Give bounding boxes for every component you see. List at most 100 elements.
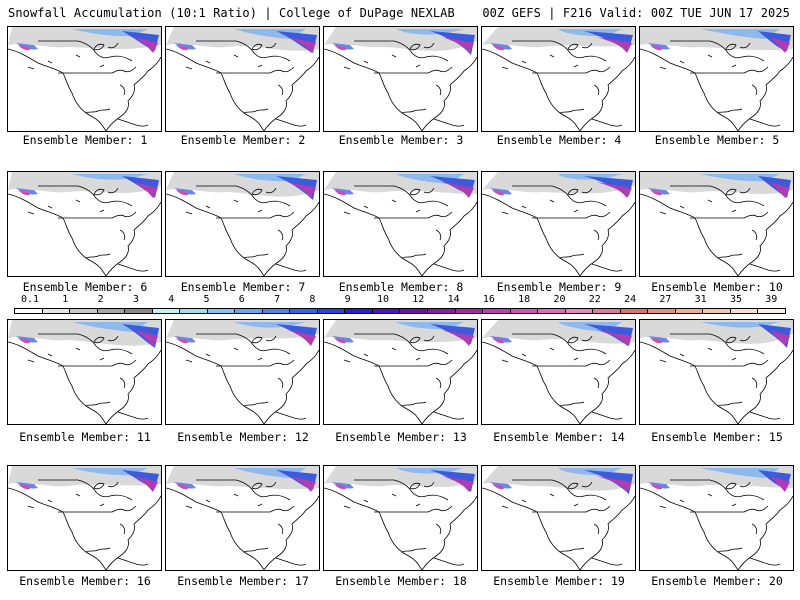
color-scale-label: 1 [62,294,69,305]
color-scale-label: 16 [482,294,495,305]
north-america-map [482,27,635,131]
color-scale-label: 5 [203,294,210,305]
color-scale-swatch [372,309,401,313]
coastlines-and-borders [8,479,161,570]
north-america-map [482,320,635,424]
north-america-map [640,27,793,131]
ensemble-member-map-17 [165,465,320,571]
color-scale-swatch [207,309,236,313]
ensemble-member-caption: Ensemble Member: 20 [651,574,783,588]
north-america-map [8,466,161,570]
ensemble-member-map-7 [165,171,320,277]
color-scale-swatch [648,309,676,313]
color-scale-swatch [290,309,318,313]
coastlines-and-borders [8,333,161,424]
snowfall-shading [8,466,161,492]
north-america-map [324,466,477,570]
color-scale-swatch [125,309,153,313]
ensemble-member-caption: Ensemble Member: 5 [654,133,780,147]
ensemble-member-caption: Ensemble Member: 17 [177,574,309,588]
coastlines-and-borders [8,40,161,131]
color-scale-labels: 0.1 1 2 3 4 5 6 7 8 9 10 12 14 16 18 20 22 24 27 31 35 39 [14,294,786,307]
snowfall-shading [324,320,477,346]
snowfall-shading [8,320,161,348]
color-scale-label: 8 [309,294,316,305]
ensemble-member-map-9 [481,171,636,277]
color-scale-label: 22 [588,294,601,305]
color-scale-label: 24 [624,294,637,305]
color-scale-label: 6 [238,294,245,305]
coastlines-and-borders [166,333,319,424]
coastlines-and-borders [640,40,793,131]
ensemble-member-caption: Ensemble Member: 16 [19,574,151,588]
ensemble-member-map-1 [7,26,162,132]
ensemble-member-map-18 [323,465,478,571]
color-scale-swatch [455,309,484,313]
snowfall-shading [8,172,161,198]
snowfall-shading [166,27,319,53]
coastlines-and-borders [482,479,635,570]
snowfall-shading [640,466,793,492]
ensemble-member-map-10 [639,171,794,277]
snowfall-shading [482,320,635,346]
color-scale-label: 39 [765,294,778,305]
ensemble-member-map-3 [323,26,478,132]
color-scale-swatch [565,309,594,313]
color-scale-swatch [483,309,511,313]
coastlines-and-borders [640,479,793,570]
ensemble-member-caption: Ensemble Member: 11 [19,430,151,444]
coastlines-and-borders [324,40,477,131]
ensemble-member-caption: Ensemble Member: 13 [335,430,467,444]
snowfall-shading [8,27,161,53]
north-america-map [640,466,793,570]
ensemble-member-map-13 [323,319,478,425]
ensemble-member-map-11 [7,319,162,425]
snowfall-shading [324,466,477,492]
coastlines-and-borders [166,479,319,570]
north-america-map [8,27,161,131]
color-scale-label: 14 [447,294,460,305]
coastlines-and-borders [482,185,635,276]
color-scale-label: 3 [132,294,139,305]
color-scale-label: 7 [274,294,281,305]
color-scale-swatch [675,309,704,313]
north-america-map [8,172,161,276]
color-scale-label: 9 [344,294,351,305]
north-america-map [8,320,161,424]
ensemble-member-caption: Ensemble Member: 3 [338,133,464,147]
coastlines-and-borders [640,185,793,276]
color-scale-swatch [70,309,98,313]
north-america-map [482,466,635,570]
model-valid-time: 00Z GEFS | F216 Valid: 00Z TUE JUN 17 20… [482,6,790,20]
color-scale-swatch [593,309,621,313]
color-scale-swatch [730,309,759,313]
coastlines-and-borders [166,185,319,276]
ensemble-member-map-16 [7,465,162,571]
ensemble-member-caption: Ensemble Member: 15 [651,430,783,444]
color-scale-bar [14,308,786,314]
color-scale-swatch [262,309,291,313]
north-america-map [640,320,793,424]
color-scale-swatch [317,309,346,313]
snowfall-shading [640,27,793,53]
color-scale-swatch [510,309,539,313]
north-america-map [482,172,635,276]
snowfall-shading [482,172,635,198]
color-scale-swatch [15,309,43,313]
snowfall-shading [640,320,793,348]
ensemble-member-caption: Ensemble Member: 4 [496,133,622,147]
coastlines-and-borders [166,40,319,131]
map-title: Snowfall Accumulation (10:1 Ratio) | Col… [8,6,455,20]
coastlines-and-borders [324,479,477,570]
north-america-map [166,172,319,276]
coastlines-and-borders [324,333,477,424]
snowfall-shading [166,320,319,346]
color-scale-swatch [400,309,428,313]
ensemble-member-map-15 [639,319,794,425]
north-america-map [166,466,319,570]
color-scale-swatch [235,309,263,313]
ensemble-member-map-20 [639,465,794,571]
north-america-map [166,320,319,424]
ensemble-member-caption: Ensemble Member: 8 [338,280,464,294]
ensemble-member-caption: Ensemble Member: 10 [651,280,783,294]
